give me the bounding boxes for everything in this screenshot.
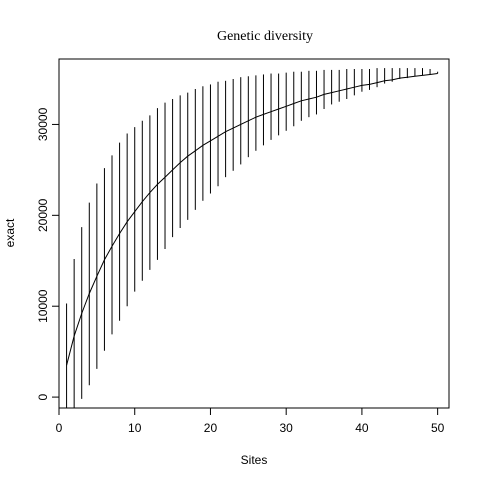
plot-frame <box>58 58 450 409</box>
y-tick-label: 10000 <box>36 289 50 323</box>
y-tick-label: 20000 <box>36 198 50 232</box>
x-axis: 0 10 20 30 40 50 <box>56 407 445 435</box>
series-line <box>66 73 438 366</box>
x-tick-label: 20 <box>204 421 218 435</box>
y-axis: 0 10000 20000 30000 <box>36 107 60 400</box>
x-tick-label: 10 <box>128 421 142 435</box>
x-tick-label: 40 <box>355 421 369 435</box>
y-tick-label: 30000 <box>36 107 50 141</box>
x-tick-label: 0 <box>56 421 63 435</box>
y-axis-label: exact <box>3 218 17 247</box>
chart-title: Genetic diversity <box>217 29 313 44</box>
x-tick-label: 30 <box>280 421 294 435</box>
x-axis-label: Sites <box>241 453 268 467</box>
y-tick-label: 0 <box>36 393 50 400</box>
x-tick-label: 50 <box>431 421 445 435</box>
